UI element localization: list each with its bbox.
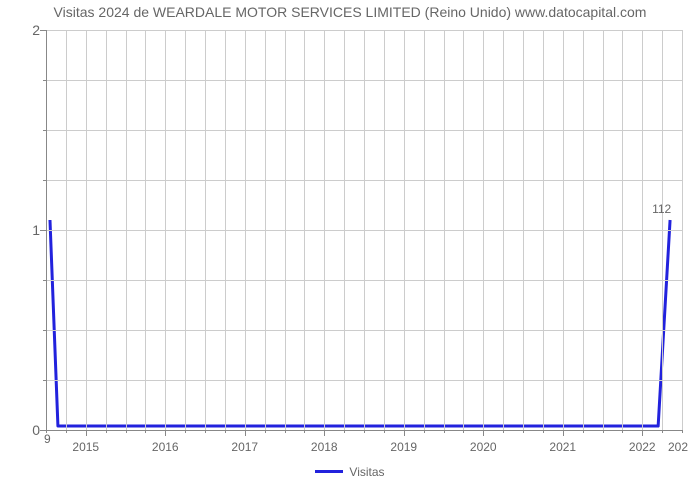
grid-v-minor	[304, 30, 305, 430]
series-end-label: 112	[652, 202, 671, 216]
x-axis-label: 2021	[549, 430, 576, 454]
grid-v-minor	[225, 30, 226, 430]
legend: Visitas	[0, 464, 700, 479]
grid-v-minor	[463, 30, 464, 430]
grid-v	[642, 30, 643, 430]
grid-v-minor	[285, 30, 286, 430]
x-axis-label-edge: 202	[668, 430, 688, 454]
x-axis-label: 2020	[470, 430, 497, 454]
legend-swatch	[315, 470, 343, 473]
grid-v-minor	[543, 30, 544, 430]
grid-v-minor	[682, 30, 683, 430]
grid-v-minor	[106, 30, 107, 430]
grid-v	[86, 30, 87, 430]
grid-v	[483, 30, 484, 430]
grid-v-minor	[603, 30, 604, 430]
grid-v	[563, 30, 564, 430]
x-axis-label: 2017	[231, 430, 258, 454]
plot-area: 0122015201620172018201920202021202220291…	[46, 30, 682, 430]
x-axis	[46, 430, 682, 431]
legend-label: Visitas	[349, 465, 384, 479]
chart-container: Visitas 2024 de WEARDALE MOTOR SERVICES …	[0, 0, 700, 500]
grid-v-minor	[424, 30, 425, 430]
grid-v-minor	[126, 30, 127, 430]
grid-v-minor	[344, 30, 345, 430]
x-axis-label: 2022	[629, 430, 656, 454]
chart-title: Visitas 2024 de WEARDALE MOTOR SERVICES …	[0, 4, 700, 20]
grid-v-minor	[662, 30, 663, 430]
x-axis-label: 2018	[311, 430, 338, 454]
grid-v-minor	[66, 30, 67, 430]
y-axis	[46, 30, 47, 430]
x-axis-label: 2019	[390, 430, 417, 454]
grid-v	[245, 30, 246, 430]
grid-v-minor	[622, 30, 623, 430]
grid-v-minor	[205, 30, 206, 430]
grid-v-minor	[503, 30, 504, 430]
x-axis-label: 2016	[152, 430, 179, 454]
grid-v-minor	[364, 30, 365, 430]
x-axis-label: 2015	[72, 430, 99, 454]
grid-v-minor	[145, 30, 146, 430]
grid-v	[404, 30, 405, 430]
grid-v-minor	[444, 30, 445, 430]
series-start-label: 9	[44, 432, 51, 446]
grid-v-minor	[523, 30, 524, 430]
grid-v-minor	[583, 30, 584, 430]
grid-v-minor	[384, 30, 385, 430]
grid-v-minor	[185, 30, 186, 430]
grid-v-minor	[265, 30, 266, 430]
grid-v	[165, 30, 166, 430]
grid-v	[324, 30, 325, 430]
